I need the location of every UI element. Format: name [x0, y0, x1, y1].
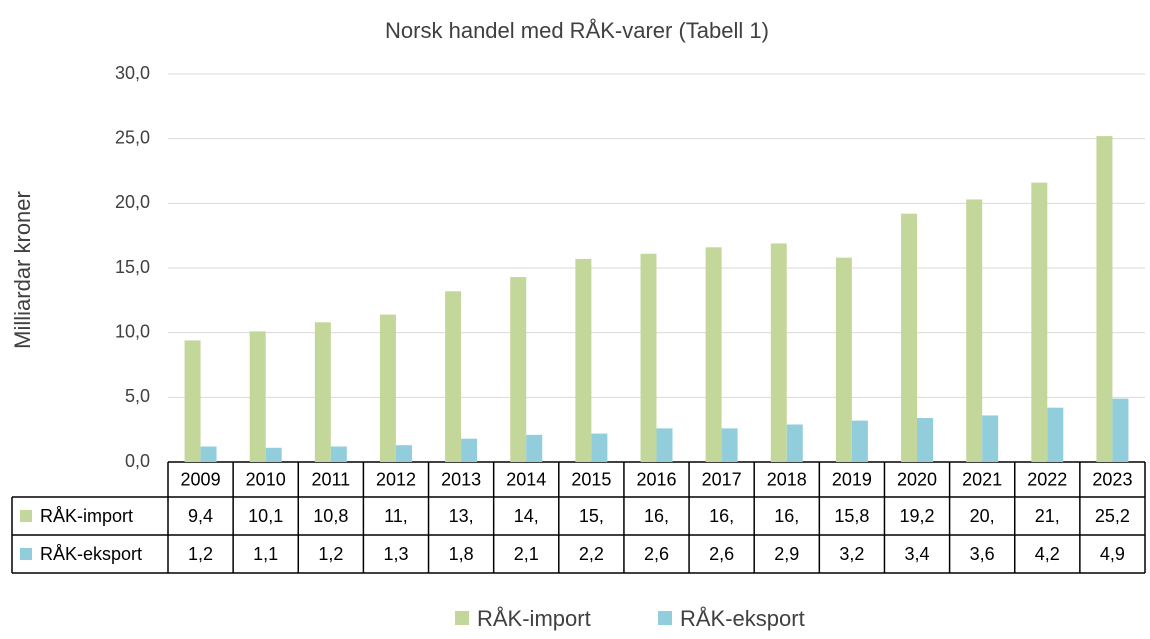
x-tick-label: 2022 — [1027, 469, 1067, 489]
table-cell: 2,6 — [709, 544, 734, 564]
y-tick-label: 25,0 — [115, 127, 150, 147]
table-cell: 10,8 — [313, 506, 348, 526]
y-tick-label: 15,0 — [115, 257, 150, 277]
bar — [265, 447, 282, 462]
x-tick-label: 2023 — [1092, 469, 1132, 489]
y-tick-label: 30,0 — [115, 63, 150, 83]
table-cell: 21, — [1035, 506, 1060, 526]
bar — [917, 418, 934, 462]
x-tick-label: 2018 — [767, 469, 807, 489]
bar — [721, 428, 738, 462]
x-tick-label: 2010 — [246, 469, 286, 489]
table-cell: 3,2 — [839, 544, 864, 564]
table-cell: 15,8 — [834, 506, 869, 526]
table-cell: 1,3 — [383, 544, 408, 564]
bar — [461, 438, 478, 462]
bar — [851, 420, 868, 462]
table-cell: 3,6 — [970, 544, 995, 564]
table-cell: 19,2 — [900, 506, 935, 526]
legend-label: RÅK-import — [477, 606, 591, 631]
x-tick-label: 2020 — [897, 469, 937, 489]
legend-swatch — [658, 611, 672, 625]
bar — [330, 446, 347, 462]
bar — [835, 257, 852, 462]
table-cell: 11, — [384, 506, 408, 526]
legend-key — [20, 548, 32, 560]
bar — [1031, 182, 1048, 462]
x-tick-label: 2016 — [636, 469, 676, 489]
bar — [1096, 136, 1113, 462]
legend-label: RÅK-eksport — [680, 606, 805, 631]
x-tick-label: 2012 — [376, 469, 416, 489]
bar — [786, 424, 803, 462]
table-cell: 2,2 — [579, 544, 604, 564]
bar — [1047, 407, 1064, 462]
bar — [901, 213, 918, 462]
y-tick-label: 20,0 — [115, 192, 150, 212]
table-cell: 1,2 — [188, 544, 213, 564]
bar — [966, 199, 983, 462]
table-cell: 25,2 — [1095, 506, 1130, 526]
bar — [395, 445, 412, 462]
bar — [200, 446, 217, 462]
table-cell: 1,2 — [318, 544, 343, 564]
table-cell: 9,4 — [188, 506, 213, 526]
table-cell: 2,1 — [514, 544, 539, 564]
table-cell: 15, — [579, 506, 604, 526]
x-tick-label: 2017 — [702, 469, 742, 489]
table-cell: 2,6 — [644, 544, 669, 564]
bar — [445, 291, 462, 462]
y-tick-label: 0,0 — [125, 451, 150, 471]
bar — [656, 428, 673, 462]
x-tick-label: 2009 — [181, 469, 221, 489]
x-tick-label: 2013 — [441, 469, 481, 489]
table-cell: 16, — [644, 506, 669, 526]
bar — [314, 322, 331, 462]
table-cell: 20, — [970, 506, 995, 526]
bar — [379, 314, 396, 462]
table-cell: 16, — [774, 506, 799, 526]
table-row-header: RÅK-import — [40, 506, 133, 526]
bar — [184, 340, 201, 462]
x-tick-label: 2014 — [506, 469, 546, 489]
table-cell: 2,9 — [774, 544, 799, 564]
chart-title: Norsk handel med RÅK-varer (Tabell 1) — [385, 18, 769, 43]
table-cell: 13, — [449, 506, 474, 526]
table-cell: 1,8 — [449, 544, 474, 564]
bar — [575, 258, 592, 462]
y-axis-label: Milliardar kroner — [10, 191, 35, 349]
table-cell: 16, — [709, 506, 734, 526]
legend-swatch — [455, 611, 469, 625]
table-cell: 4,2 — [1035, 544, 1060, 564]
x-tick-label: 2019 — [832, 469, 872, 489]
table-cell: 1,1 — [253, 544, 278, 564]
table-cell: 4,9 — [1100, 544, 1125, 564]
bar — [640, 253, 657, 462]
bar — [591, 433, 608, 462]
bar — [249, 331, 266, 462]
x-tick-label: 2011 — [311, 469, 350, 489]
table-cell: 14, — [514, 506, 539, 526]
x-tick-label: 2021 — [962, 469, 1002, 489]
bar — [1112, 398, 1129, 462]
y-tick-label: 5,0 — [125, 386, 150, 406]
bar — [982, 415, 999, 462]
bar — [510, 277, 527, 462]
legend-key — [20, 510, 32, 522]
table-row-header: RÅK-eksport — [40, 544, 142, 564]
bar — [770, 243, 787, 462]
table-cell: 10,1 — [248, 506, 283, 526]
bar — [526, 434, 543, 462]
y-tick-label: 10,0 — [115, 321, 150, 341]
x-tick-label: 2015 — [571, 469, 611, 489]
bar — [705, 247, 722, 462]
table-cell: 3,4 — [905, 544, 930, 564]
